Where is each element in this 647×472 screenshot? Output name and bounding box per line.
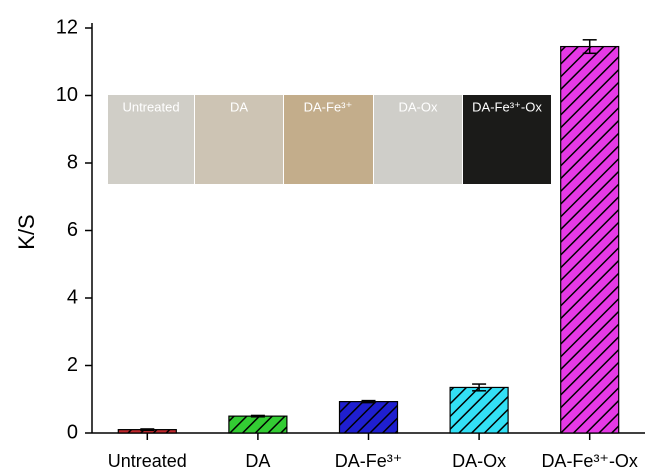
error-bar: [140, 429, 154, 430]
y-tick-label: 12: [56, 16, 78, 38]
chart: K/S Untreated DA DA-Fe³⁺ DA-Ox DA-Fe³⁺-Ox 0 2 4…: [0, 0, 647, 472]
y-tick-label: 8: [67, 151, 78, 173]
error-bar: [251, 415, 265, 416]
x-tick-label: DA-Fe³⁺: [335, 451, 403, 471]
x-tick-label: DA-Fe³⁺-Ox: [541, 451, 638, 471]
bar: [229, 416, 287, 433]
bar: [561, 47, 619, 433]
inset-label: Untreated: [122, 99, 179, 114]
y-tick-label: 4: [67, 286, 78, 308]
inset-label: DA-Fe³⁺: [304, 99, 353, 114]
y-tick-label: 6: [67, 219, 78, 241]
x-tick-label: Untreated: [108, 451, 187, 471]
y-tick-label: 2: [67, 354, 78, 376]
y-axis-label: K/S: [14, 214, 39, 249]
bar: [450, 387, 508, 433]
inset-label: DA-Fe³⁺-Ox: [472, 99, 542, 114]
y-tick-label: 10: [56, 84, 78, 106]
inset-label: DA-Ox: [399, 99, 439, 114]
x-tick-label: DA-Ox: [452, 451, 506, 471]
inset-label: DA: [230, 99, 248, 114]
x-tick-label: DA: [245, 451, 270, 471]
y-tick-label: 0: [67, 421, 78, 443]
bar: [340, 402, 398, 433]
